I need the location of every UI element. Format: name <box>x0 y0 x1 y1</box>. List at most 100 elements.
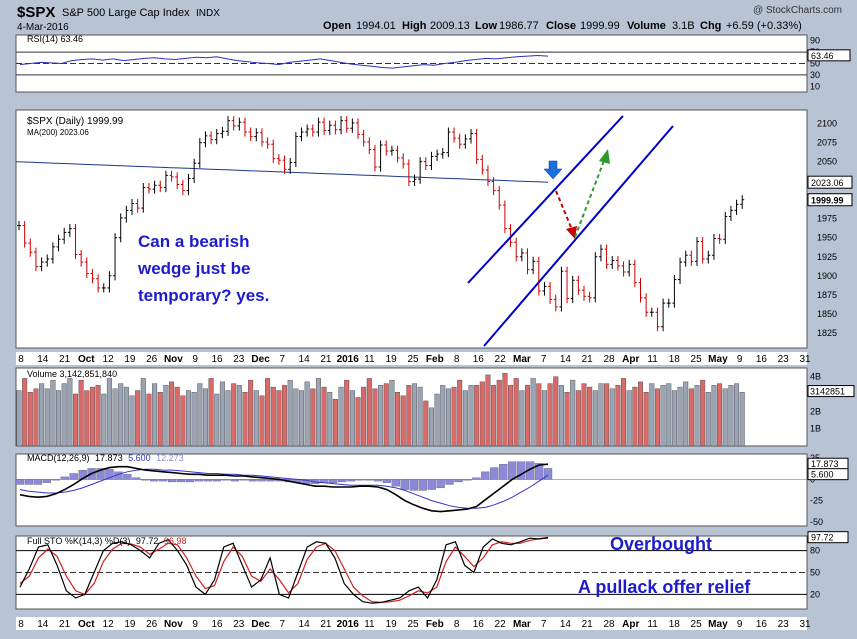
volume-bar <box>39 383 45 447</box>
price-series-label: $SPX (Daily) 1999.99 <box>27 116 124 127</box>
x-tick-label: 16 <box>473 354 485 365</box>
volume-bar <box>434 393 440 447</box>
chart-watermark: @ StockCharts.com <box>753 5 842 16</box>
volume-bar <box>564 392 570 447</box>
volume-bar <box>327 392 333 447</box>
volume-bar <box>462 390 468 447</box>
macd-tick-label: -25 <box>810 496 823 506</box>
macd-hist-bar <box>382 479 392 483</box>
volume-bar <box>338 386 344 447</box>
volume-value-badge <box>807 385 855 398</box>
stoch-legend-base: Full STO %K(14,3) %D(3) <box>27 536 130 546</box>
x-tick-label: Feb <box>426 354 444 365</box>
volume-bar <box>502 373 508 447</box>
volume-bar <box>214 393 220 447</box>
stoch-tick-label: 80 <box>810 546 820 556</box>
volume-bar <box>621 378 627 447</box>
x-tick-label: 28 <box>603 354 615 365</box>
volume-bar <box>739 392 745 447</box>
high-value: 2009.13 <box>430 20 470 32</box>
chg-label: Chg <box>700 20 721 32</box>
macd-legend-hist: 12.273 <box>156 453 184 463</box>
x-tick-label: 11 <box>647 619 658 630</box>
x-tick-label: 25 <box>407 619 419 630</box>
macd-hist-bar <box>543 468 553 480</box>
macd-hist-bar <box>221 479 230 481</box>
x-tick-label: 25 <box>407 354 419 365</box>
volume-bar <box>666 383 672 447</box>
x-tick-label: 9 <box>737 619 743 630</box>
x-tick-label: 16 <box>211 354 223 365</box>
x-tick-label: 21 <box>320 619 332 630</box>
volume-label: Volume <box>627 20 666 32</box>
volume-bar <box>592 390 598 447</box>
volume-bar <box>395 392 401 447</box>
volume-bar <box>598 383 604 447</box>
volume-bar <box>717 383 723 447</box>
price-tick-label: 1825 <box>817 328 837 338</box>
volume-bar <box>638 381 644 447</box>
x-axis-band <box>16 352 807 365</box>
stoch-value-badge <box>807 531 849 544</box>
volume-bar <box>711 385 717 447</box>
rsi-label: RSI(14) 63.46 <box>27 34 83 44</box>
macd-hist-bar <box>427 479 436 490</box>
chg-value: +6.59 (+0.33%) <box>726 20 802 32</box>
volume-bar <box>112 388 118 447</box>
macd-hist-bar <box>329 479 338 483</box>
x-tick-label: 21 <box>582 354 594 365</box>
price-panel: 1825185018751900192519501975200020252050… <box>15 109 853 349</box>
volume-bar <box>361 386 367 447</box>
volume-bar <box>22 378 28 447</box>
x-tick-label: Dec <box>251 619 270 630</box>
x-tick-label: Apr <box>622 619 639 630</box>
volume-bar <box>451 386 457 447</box>
volume-bar <box>106 378 112 447</box>
volume-bar <box>683 381 689 447</box>
volume-bar <box>575 390 581 447</box>
volume-bar <box>276 390 282 447</box>
ohlc-readout: Open 1994.01 High 2009.13 Low 1986.77 Cl… <box>323 20 802 32</box>
volume-bar <box>236 385 242 447</box>
chart-date: 4-Mar-2016 <box>17 22 69 33</box>
x-tick-label: 31 <box>799 354 811 365</box>
macd-legend: MACD(12,26,9) 17.873 5.600 12.273 <box>27 453 184 463</box>
x-tick-label: 16 <box>756 619 768 630</box>
rsi-line <box>19 54 549 69</box>
volume-bar <box>253 390 259 447</box>
rebound-arrow-line <box>574 157 606 238</box>
x-tick-label: 21 <box>59 619 71 630</box>
volume-bar <box>513 378 519 447</box>
macd-hist-bar <box>176 479 186 483</box>
volume-bar <box>536 383 542 447</box>
volume-bar <box>152 383 158 447</box>
macd-hist-bar <box>69 473 78 480</box>
x-tick-label: 8 <box>454 354 460 365</box>
volume-bar <box>72 393 78 447</box>
volume-bar <box>694 385 700 447</box>
macd-hist-bar <box>239 479 248 481</box>
volume-bar <box>423 400 429 447</box>
volume-bar <box>468 385 474 447</box>
x-tick-label: 16 <box>211 619 223 630</box>
x-tick-label: 23 <box>778 354 790 365</box>
x-tick-label: 7 <box>280 354 286 365</box>
macd-hist-bar <box>51 479 60 481</box>
pullback-arrow-head-icon <box>566 226 577 239</box>
wedge-annotation: Can a bearish wedge just be temporary? y… <box>137 232 269 305</box>
macd-legend-base: MACD(12,26,9) <box>27 453 90 463</box>
volume-bar <box>604 383 610 447</box>
volume-bar <box>553 376 559 447</box>
overbought-annotation: Overbought <box>610 534 712 554</box>
volume-bar <box>185 390 191 447</box>
macd-hist-bar <box>159 479 168 482</box>
volume-bar <box>44 388 50 447</box>
volume-bar <box>479 381 485 447</box>
macd-hist-bar <box>150 479 159 482</box>
macd-hist-bar <box>212 479 222 482</box>
volume-bar <box>118 383 124 447</box>
chart-exchange: INDX <box>196 8 220 19</box>
x-tick-label: Oct <box>78 619 95 630</box>
volume-bar <box>27 392 33 447</box>
